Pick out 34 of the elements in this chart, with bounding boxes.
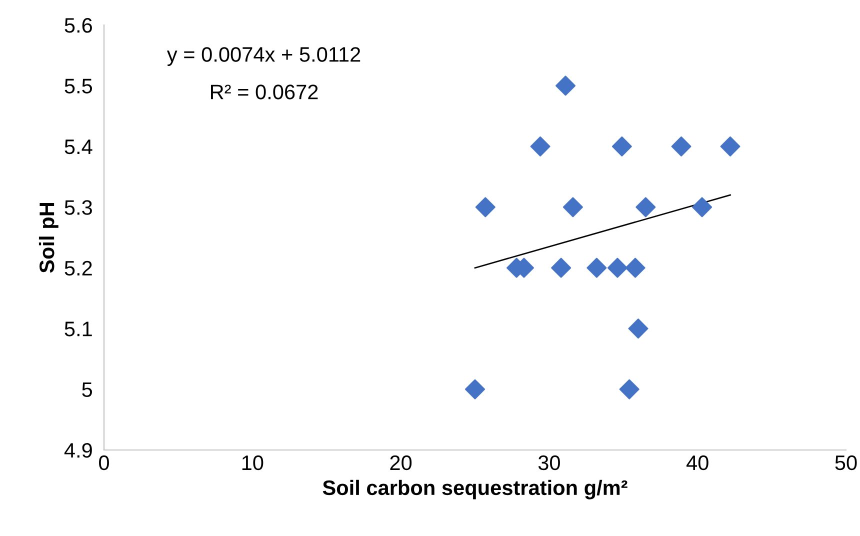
y-tick-label: 5.1 (64, 322, 92, 336)
point (671, 136, 692, 156)
point (619, 379, 640, 400)
point (586, 258, 607, 278)
x-tick-label: 0 (99, 455, 109, 470)
annotation: R² = 0.0672 (211, 84, 318, 100)
y-tick-label: 5.4 (64, 140, 92, 154)
y-tick-label: 5.6 (64, 18, 92, 33)
y-tick-label: 5.2 (64, 260, 92, 276)
point (530, 136, 550, 156)
point (612, 136, 632, 156)
x-axis-title: Soil carbon sequestration g/m² (322, 480, 628, 500)
x-tick-label: 20 (390, 455, 412, 470)
x-tick-label: 50 (835, 455, 857, 470)
x-tick-label: 30 (538, 455, 560, 470)
y-tick-label: 5.5 (64, 78, 92, 94)
point (475, 197, 496, 218)
point (636, 197, 656, 218)
point (551, 258, 572, 278)
y-tick-label: 5 (82, 382, 92, 398)
y-tick-label: 5.3 (64, 200, 92, 215)
y-axis-title: Soil pH (38, 203, 58, 273)
x-tick-label: 10 (242, 455, 264, 470)
point (556, 76, 576, 96)
point (720, 136, 740, 156)
annotation: y = 0.0074x + 5.0112 (166, 47, 360, 66)
point (562, 197, 583, 218)
y-tick-label: 4.9 (64, 443, 92, 458)
point (628, 318, 648, 339)
point (625, 258, 646, 278)
point (607, 258, 628, 278)
point (692, 197, 712, 218)
point (464, 379, 486, 400)
x-tick-label: 40 (686, 455, 708, 470)
